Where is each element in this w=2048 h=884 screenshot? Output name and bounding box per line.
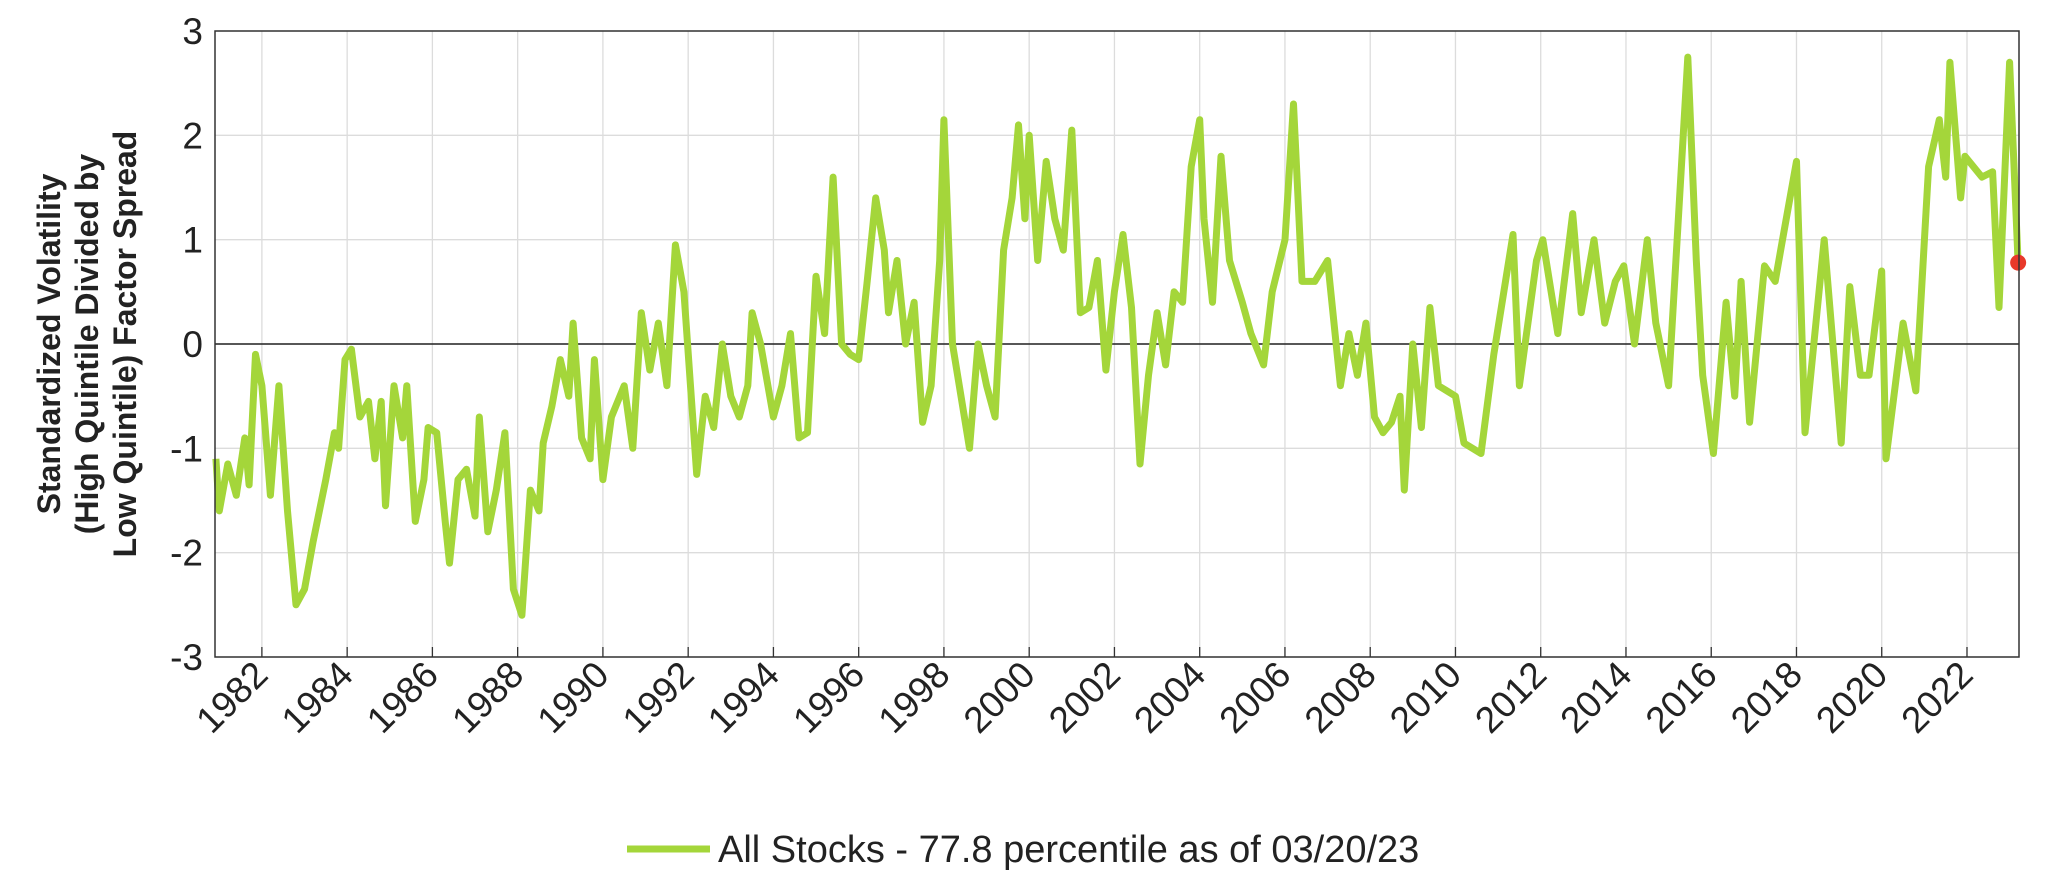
x-tick-label: 1984 <box>274 654 361 741</box>
x-tick-label: 2014 <box>1552 654 1639 741</box>
x-tick-label: 1992 <box>615 654 702 741</box>
x-tick-label: 1988 <box>444 654 531 741</box>
x-tick-label: 1998 <box>870 654 957 741</box>
legend-label: All Stocks - 77.8 percentile as of 03/20… <box>718 829 1419 871</box>
y-axis-title: Standardized Volatility (High Quintile D… <box>31 131 143 558</box>
x-tick-label: 2022 <box>1893 654 1980 741</box>
x-tick-label: 1986 <box>359 654 446 741</box>
y-tick-label: -1 <box>170 428 203 469</box>
line-series <box>212 53 2022 619</box>
y-axis-title-line: Low Quintile) Factor Spread <box>107 131 143 558</box>
y-tick-label: 0 <box>182 324 203 365</box>
highlight-point <box>2010 254 2027 271</box>
x-tick-label: 2018 <box>1723 654 1810 741</box>
x-tick-label: 2016 <box>1638 654 1725 741</box>
x-tick-label: 2002 <box>1041 654 1128 741</box>
x-tick-label: 1996 <box>785 654 872 741</box>
y-axis-title-line: (High Quintile Divided by <box>69 154 105 535</box>
y-tick-label: 2 <box>182 115 203 156</box>
x-tick-label: 2006 <box>1211 654 1298 741</box>
x-tick-label: 2004 <box>1126 654 1213 741</box>
x-tick-label: 2010 <box>1382 654 1469 741</box>
y-tick-label: -2 <box>170 533 203 574</box>
x-tick-label: 1994 <box>700 654 787 741</box>
y-tick-label: 3 <box>182 11 203 52</box>
x-tick-label: 2008 <box>1297 654 1384 741</box>
x-tick-label: 2012 <box>1467 654 1554 741</box>
x-tick-label: 1990 <box>529 654 616 741</box>
y-tick-label: -3 <box>170 637 203 678</box>
x-tick-label: 2020 <box>1808 654 1895 741</box>
plot-frame <box>214 30 2020 658</box>
x-tick-label: 2000 <box>956 654 1043 741</box>
y-tick-label: 1 <box>182 220 203 261</box>
y-axis-title-line: Standardized Volatility <box>31 173 67 514</box>
